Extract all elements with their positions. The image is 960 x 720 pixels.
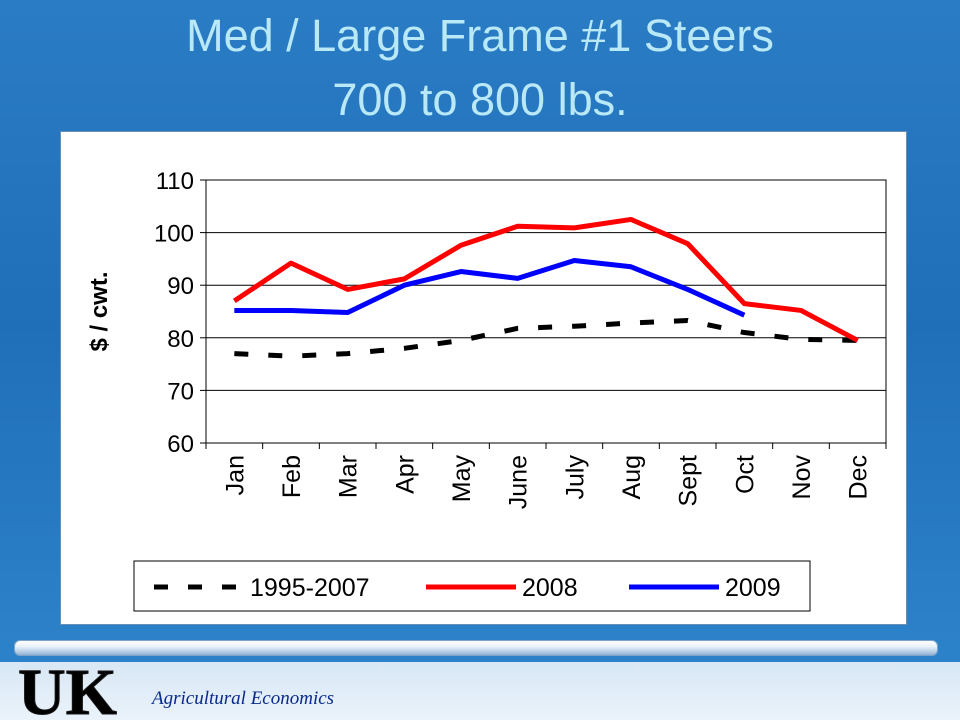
x-tick-label: Oct — [731, 455, 759, 494]
x-tick-label: July — [561, 455, 589, 500]
department-label: Agricultural Economics — [152, 688, 335, 709]
y-tick-label: 70 — [167, 378, 194, 405]
y-axis-title: $ / cwt. — [86, 271, 113, 351]
series-line-1995-2007 — [234, 317, 858, 359]
y-tick-label: 80 — [167, 326, 194, 353]
x-tick-label: Feb — [278, 455, 306, 498]
x-tick-label: Mar — [335, 455, 363, 498]
footer-divider-bar — [14, 640, 938, 656]
line-chart: 60 70 80 90 100 110 Jan Feb Mar Apr May June July Aug… — [86, 168, 887, 612]
legend-label: 2008 — [522, 574, 578, 602]
uk-logo: UK — [18, 658, 118, 718]
x-tick-label: Nov — [788, 455, 816, 500]
x-tick-label: Aug — [618, 455, 646, 499]
uk-logo-text: UK — [18, 658, 117, 718]
x-tick-label: May — [448, 455, 476, 503]
legend-label: 1995-2007 — [250, 574, 370, 602]
x-tick-label: Jan — [221, 455, 249, 495]
y-tick-label: 60 — [167, 431, 194, 458]
legend-label: 2009 — [725, 574, 781, 602]
chart-panel: 60 70 80 90 100 110 Jan Feb Mar Apr May June July Aug… — [60, 131, 907, 625]
slide-title-line-2: 700 to 800 lbs. — [332, 74, 628, 125]
x-tick-label: Apr — [391, 455, 419, 494]
x-tick-label: Sept — [675, 455, 703, 506]
x-tick-label: June — [505, 455, 533, 509]
y-tick-label: 90 — [167, 273, 194, 300]
footer-strip — [0, 662, 960, 720]
slide-title-line-1: Med / Large Frame #1 Steers — [186, 10, 774, 61]
series-line-2009 — [234, 257, 746, 318]
y-tick-label: 110 — [156, 168, 194, 195]
x-tick-label: Dec — [845, 455, 873, 499]
y-tick-label: 100 — [154, 221, 194, 248]
series-line-2008 — [232, 216, 859, 343]
slide-title: Med / Large Frame #1 Steers 700 to 800 l… — [0, 4, 960, 132]
